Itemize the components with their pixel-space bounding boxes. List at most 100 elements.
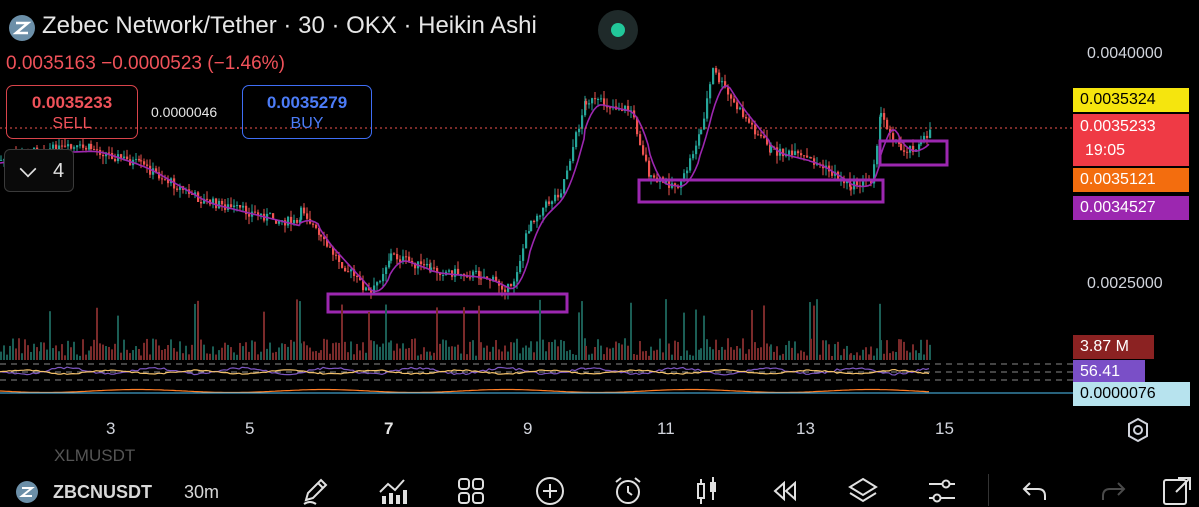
volume-bar	[519, 353, 521, 360]
candle-body	[315, 224, 318, 228]
candle-body	[600, 98, 603, 100]
volume-bar	[736, 345, 738, 360]
replay-icon[interactable]	[768, 474, 802, 507]
volume-bar	[900, 339, 902, 360]
candle-body	[179, 186, 182, 190]
symbol-selector[interactable]: ZBCNUSDT	[53, 482, 152, 502]
alarm-clock-icon[interactable]	[611, 474, 645, 507]
layout-grid-icon[interactable]	[454, 474, 488, 507]
volume-bar	[597, 339, 599, 360]
candle-body	[627, 105, 630, 111]
indicators-collapse-button[interactable]: 4	[4, 149, 74, 192]
candle-body	[886, 119, 889, 130]
candle-body	[254, 211, 257, 213]
volume-bar	[572, 354, 574, 360]
volume-bar	[873, 355, 875, 360]
volume-bar	[143, 342, 145, 360]
volume-bar	[566, 351, 568, 360]
add-circle-icon[interactable]	[533, 474, 567, 507]
candle-body	[0, 159, 3, 161]
volume-bar	[859, 355, 861, 360]
volume-bar	[727, 338, 729, 360]
interval-selector[interactable]: 30m	[184, 482, 220, 502]
volume-bar	[466, 354, 468, 360]
volume-bar	[233, 352, 235, 360]
sell-button[interactable]: 0.0035233 SELL	[6, 85, 138, 139]
candle-body	[140, 160, 143, 162]
volume-bar	[480, 342, 482, 360]
candle-body	[739, 107, 742, 110]
volume-bar	[923, 354, 925, 360]
candle-body	[533, 220, 536, 222]
watermark-symbol: XLMUSDT	[54, 446, 136, 465]
volume-bar	[530, 341, 532, 360]
volume-bar	[96, 307, 98, 360]
volume-bar	[396, 343, 398, 360]
volume-bar	[140, 355, 142, 360]
volume-bar	[254, 341, 256, 360]
volume-bar	[388, 342, 390, 360]
volume-bar	[423, 347, 425, 360]
candle-body	[405, 256, 408, 258]
candle-body	[390, 253, 393, 261]
volume-bar	[161, 349, 163, 360]
volume-bar	[182, 353, 184, 360]
price-tag-high: 0.0035324	[1073, 88, 1189, 112]
candle-body	[788, 150, 791, 155]
candle-body	[636, 117, 639, 135]
volume-bar	[15, 348, 17, 360]
volume-bar	[224, 342, 226, 360]
volume-bar	[373, 341, 375, 360]
draw-pencil-icon[interactable]	[298, 474, 332, 507]
candle-body	[433, 267, 436, 269]
volume-bar	[326, 339, 328, 360]
layers-icon[interactable]	[846, 474, 880, 507]
undo-icon[interactable]	[1018, 474, 1052, 507]
volume-bar	[846, 345, 848, 360]
indicators-icon[interactable]	[376, 474, 410, 507]
candle-body	[900, 143, 903, 151]
volume-bar	[650, 346, 652, 360]
candle-body	[879, 116, 882, 146]
volume-bar	[290, 339, 292, 360]
volume-bar	[155, 339, 157, 360]
candle-body	[754, 124, 757, 135]
candle-body	[870, 180, 873, 184]
volume-bar	[3, 345, 5, 360]
zebec-logo-icon	[9, 15, 35, 41]
chart-title[interactable]: Zebec Network/Tether · 30 · OKX · Heikin…	[42, 12, 537, 39]
last-price-value: 0.0035233	[1080, 118, 1156, 135]
settings-sliders-icon[interactable]	[925, 474, 959, 507]
volume-bar	[200, 339, 202, 360]
candle-body	[920, 141, 923, 145]
volume-bar	[318, 352, 320, 360]
candle-body	[344, 267, 347, 272]
candle-body	[569, 161, 572, 171]
chart-settings-icon[interactable]	[1124, 416, 1152, 444]
buy-button[interactable]: 0.0035279 BUY	[242, 85, 372, 139]
market-status-indicator[interactable]	[598, 10, 638, 50]
volume-bar	[176, 351, 178, 360]
volume-bar	[627, 345, 629, 360]
candle-body	[791, 150, 794, 156]
candle-body	[76, 145, 79, 148]
candle-body	[724, 81, 727, 88]
volume-bar	[828, 344, 830, 360]
candle-body	[757, 134, 760, 136]
volume-bar	[760, 347, 762, 360]
volume-bar	[173, 348, 175, 360]
volume-bar	[516, 338, 518, 360]
volume-bar	[898, 339, 900, 360]
volume-bar	[287, 346, 289, 360]
candle-body	[388, 260, 391, 268]
volume-bar	[40, 342, 42, 360]
volume-bar	[800, 350, 802, 360]
redo-icon[interactable]	[1096, 474, 1130, 507]
volume-bar	[46, 349, 48, 360]
candle-body	[510, 283, 513, 287]
share-icon[interactable]	[1160, 474, 1194, 507]
candle-body	[402, 256, 405, 262]
candle-body	[332, 247, 335, 255]
candle-type-icon[interactable]	[690, 474, 724, 507]
